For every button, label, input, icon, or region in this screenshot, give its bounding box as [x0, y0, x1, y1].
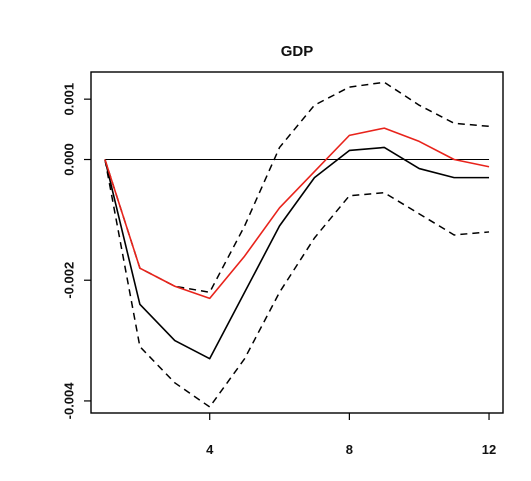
- series-line-lower-band: [104, 159, 490, 408]
- series-layer: [104, 81, 490, 408]
- plot-frame: [90, 71, 504, 414]
- x-tick-label: 4: [206, 442, 214, 457]
- y-tick-label: -0.004: [62, 382, 77, 420]
- x-tick-label: 8: [346, 442, 353, 457]
- x-axis: 4 8 12: [206, 413, 496, 457]
- series-line-point-estimate: [104, 146, 490, 360]
- y-tick-label: 0.000: [62, 143, 77, 176]
- series-line-alternative-estimate: [104, 127, 490, 300]
- y-tick-label: -0.002: [62, 262, 77, 299]
- chart-title: GDP: [281, 43, 314, 60]
- y-axis: -0.004 -0.002 0.000 0.001: [62, 83, 91, 420]
- y-tick-label: 0.001: [62, 83, 77, 116]
- x-tick-label: 12: [482, 442, 496, 457]
